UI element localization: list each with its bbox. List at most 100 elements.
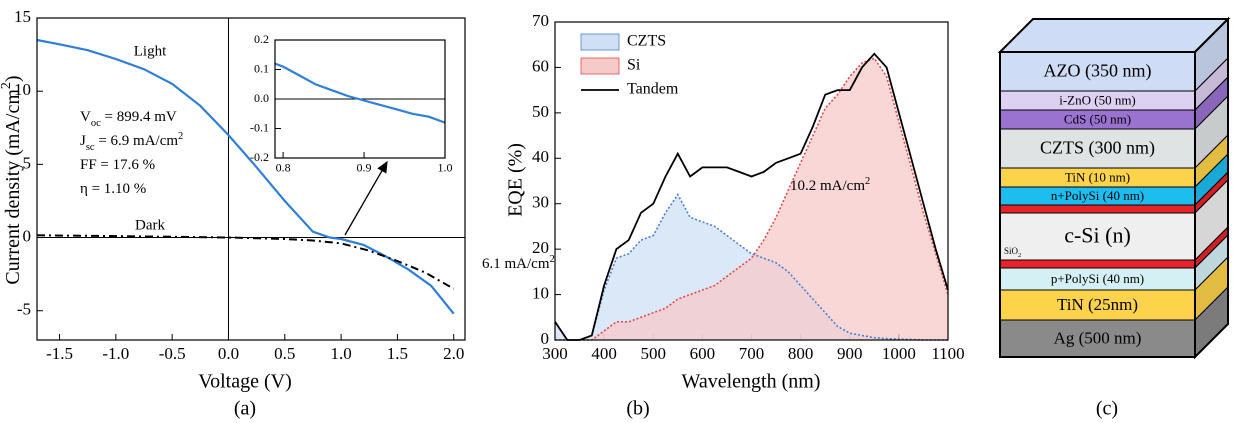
annotation-part: = 6.9 mA/cm: [95, 133, 179, 149]
legend-swatch: [580, 33, 620, 51]
series-area: [555, 58, 948, 341]
x-tick-label: -1.0: [102, 344, 129, 363]
panel-label: (a): [234, 398, 256, 420]
layer-label: Ag (500 nm): [1054, 328, 1142, 347]
y-tick-label: 20: [532, 238, 549, 257]
annotation: 6.1 mA/cm2: [482, 254, 555, 273]
y-tick-label: 10: [532, 283, 549, 302]
y-tick-label: -0.2: [250, 150, 269, 164]
layer-label-part: SiO: [1004, 246, 1019, 256]
inset-arrow: [344, 160, 388, 236]
panel-label: (c): [1096, 398, 1118, 420]
layer-label: TiN (10 nm): [1065, 169, 1130, 184]
annotation: FF = 17.6 %: [80, 157, 155, 173]
annotation-part: 6.1 mA/cm: [482, 256, 550, 272]
x-tick-label: 0.8: [276, 161, 291, 175]
y-tick-label: 70: [532, 11, 549, 30]
x-tick-label: 0.9: [357, 161, 372, 175]
series-line: [274, 62, 446, 124]
x-tick-label: 1.5: [387, 344, 408, 363]
annotation: Jsc = 6.9 mA/cm2: [80, 131, 183, 153]
layer-label: AZO (350 nm): [1044, 61, 1152, 82]
layer-label: i-ZnO (50 nm): [1059, 92, 1136, 107]
y-tick-label: 15: [14, 7, 31, 26]
y-tick-label: 0: [541, 329, 550, 348]
y-tick-label: -5: [17, 300, 31, 319]
x-tick-label: 1000: [882, 344, 916, 363]
block-top: [997, 18, 1231, 53]
layer-label: CdS (50 nm): [1064, 111, 1131, 126]
x-tick-label: 600: [690, 344, 716, 363]
plot-frame: [274, 39, 446, 159]
layer-front: [999, 128, 1196, 169]
y-tick-label: 50: [532, 102, 549, 121]
series-line: [554, 52, 949, 341]
y-axis-label-part: 2: [0, 82, 14, 89]
annotation-part: 2: [865, 176, 870, 187]
layer-label: n+PolySi (40 nm): [1051, 188, 1144, 203]
y-tick-label: 0: [23, 226, 32, 245]
legend-label: Tandem: [627, 81, 679, 98]
y-tick-label: 5: [23, 153, 32, 172]
x-tick-label: 400: [591, 344, 617, 363]
y-axis-label: EQE (%): [505, 143, 527, 217]
x-tick-label: -0.5: [159, 344, 186, 363]
x-tick-label: 1100: [931, 344, 964, 363]
x-tick-label: 300: [542, 344, 568, 363]
y-tick-label: -0.1: [250, 120, 269, 134]
layer-front: [999, 51, 1196, 92]
series-label: Dark: [135, 217, 165, 233]
x-tick-label: -1.5: [46, 344, 73, 363]
y-tick-label: 30: [532, 193, 549, 212]
annotation-part: = 899.4 mV: [101, 109, 177, 125]
plot-frame: [554, 21, 949, 341]
layer-front: [999, 319, 1196, 358]
y-tick-label: 0.1: [254, 61, 269, 75]
x-tick-label: 2.0: [443, 344, 464, 363]
layer-label: CZTS (300 nm): [1040, 138, 1155, 159]
annotation: Voc = 899.4 mV: [80, 109, 177, 128]
series-line: [36, 234, 455, 290]
x-tick-label: 700: [739, 344, 765, 363]
y-tick-label: 0.2: [254, 32, 269, 46]
annotation-part: FF = 17.6 %: [80, 157, 155, 173]
y-axis-label-part: Current density (mA/cm: [2, 89, 24, 285]
layer-label: c-Si (n): [1064, 223, 1131, 248]
plot-frame: [36, 17, 466, 341]
annotation-part: J: [80, 133, 86, 149]
layer-front: [999, 259, 1196, 269]
x-tick-label: 1.0: [330, 344, 351, 363]
legend-label: Si: [627, 57, 641, 74]
layer-front: [999, 204, 1196, 214]
annotation-part: η = 1.10 %: [80, 181, 146, 197]
y-tick-label: 0.0: [254, 91, 269, 105]
y-tick-label: 40: [532, 147, 549, 166]
layer-front: [999, 212, 1196, 261]
block-side-shade: [1194, 16, 1229, 360]
x-tick-label: 1.0: [438, 161, 453, 175]
legend-swatch: [580, 57, 620, 75]
x-axis-label: Voltage (V): [198, 371, 292, 393]
annotation-part: V: [80, 109, 91, 125]
layer-label-part: 2: [1018, 252, 1021, 259]
x-tick-label: 0.5: [274, 344, 295, 363]
layer-label: p+PolySi (40 nm): [1051, 271, 1144, 286]
annotation: 10.2 mA/cm2: [790, 176, 870, 195]
series-label: Light: [134, 43, 167, 59]
x-axis-label: Wavelength (nm): [682, 371, 821, 393]
panel-label: (b): [626, 398, 649, 420]
x-tick-label: 0.0: [218, 344, 239, 363]
block-outline: [999, 51, 1196, 358]
annotation: η = 1.10 %: [80, 181, 146, 197]
y-tick-label: 60: [532, 56, 549, 75]
layer-label: TiN (25nm): [1057, 295, 1138, 314]
x-tick-label: 800: [788, 344, 814, 363]
series-line: [554, 193, 948, 341]
layer-label: SiO2: [1004, 246, 1021, 259]
y-axis-label: Current density (mA/cm2): [0, 75, 24, 284]
x-tick-label: 500: [641, 344, 667, 363]
annotation-part: oc: [91, 118, 101, 129]
y-tick-label: 10: [14, 80, 31, 99]
annotation-part: sc: [86, 142, 95, 153]
